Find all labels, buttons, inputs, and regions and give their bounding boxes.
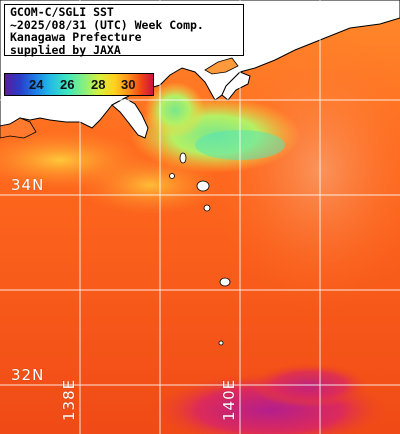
colorbar-tick-30: 30 <box>121 77 136 92</box>
land-izu <box>111 97 149 139</box>
colorbar-tick-28: 28 <box>91 77 106 92</box>
land-chiba-tip <box>204 57 239 75</box>
title-line-1: GCOM-C/SGLI SST <box>10 5 114 19</box>
colorbar-gradient <box>5 74 153 95</box>
island-oshima <box>179 152 187 164</box>
title-box: GCOM-C/SGLI SST ~2025/08/31 (UTC) Week C… <box>4 4 244 56</box>
island-toshima <box>169 173 175 179</box>
colorbar: 24 26 28 30 <box>4 73 154 96</box>
island-kozushima <box>203 204 211 212</box>
title-line-2: ~2025/08/31 (UTC) Week Comp. <box>10 17 204 32</box>
island-niijima <box>196 180 210 192</box>
latitude-label-34n: 34N <box>11 176 45 194</box>
colorbar-tick-24: 24 <box>29 77 44 92</box>
longitude-label-140e: 140E <box>220 378 238 421</box>
colorbar-tick-26: 26 <box>60 77 75 92</box>
sst-bay-green-2 <box>145 82 205 138</box>
title-line-4: supplied by JAXA <box>10 42 121 57</box>
island-hachijojima <box>218 340 224 346</box>
longitude-label-138e: 138E <box>60 378 78 421</box>
land-shizuoka-coast <box>0 117 37 139</box>
title-line-3: Kanagawa Prefecture <box>10 30 142 44</box>
island-miyakejima <box>219 277 231 287</box>
land-boso <box>221 71 251 101</box>
latitude-label-32n: 32N <box>11 366 45 384</box>
